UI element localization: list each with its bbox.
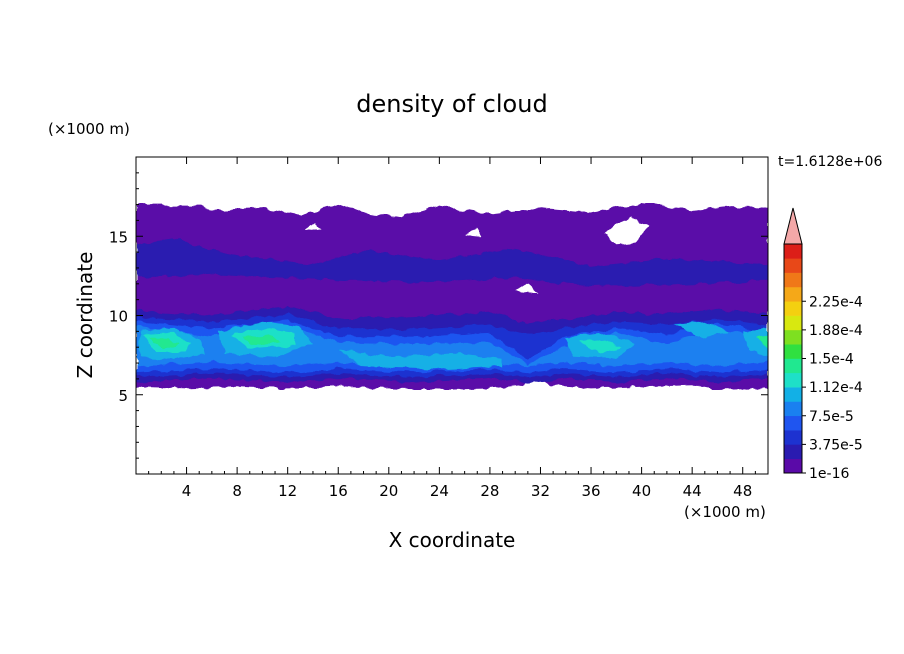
contour-band xyxy=(603,217,648,245)
colorbar-swatch xyxy=(784,329,802,345)
contour-band xyxy=(673,321,731,338)
x-tick-label: 20 xyxy=(379,482,398,500)
cloud-density-field xyxy=(136,203,768,390)
colorbar-swatch xyxy=(784,344,802,359)
y-tick-label: 5 xyxy=(118,387,128,405)
x-tick-label: 36 xyxy=(581,482,600,500)
y-unit-label: (×1000 m) xyxy=(48,120,130,138)
contour-band xyxy=(243,334,282,346)
contour-band xyxy=(515,283,538,294)
chart-title: density of cloud xyxy=(356,90,547,118)
colorbar-swatch xyxy=(784,430,802,445)
x-axis-label: X coordinate xyxy=(389,528,516,552)
contour-band xyxy=(464,228,483,237)
x-tick-label: 40 xyxy=(632,482,651,500)
contour-band xyxy=(136,239,768,287)
colorbar-swatch xyxy=(784,358,802,374)
colorbar-extend-triangle xyxy=(783,207,803,245)
x-tick-label: 16 xyxy=(329,482,348,500)
colorbar-swatch xyxy=(784,458,802,474)
x-axis-ticks: 4 8 12 16 20 24 28 32 36 40 44 48 xyxy=(148,157,756,500)
colorbar: 1e-16 3.75e-5 7.5e-5 1.12e-4 1.5e-4 1.88e-4 2.… xyxy=(783,207,863,482)
colorbar-swatch xyxy=(784,444,802,459)
colorbar-label: 1.12e-4 xyxy=(809,380,863,396)
colorbar-swatch xyxy=(784,387,802,402)
time-label: t=1.6128e+06 xyxy=(778,154,882,170)
x-tick-label: 48 xyxy=(733,482,752,500)
colorbar-label: 1e-16 xyxy=(809,466,849,482)
contour-band xyxy=(338,350,503,370)
colorbar-label: 1.88e-4 xyxy=(809,323,863,339)
x-unit-label: (×1000 m) xyxy=(684,503,766,521)
contour-band xyxy=(306,222,324,230)
contour-band xyxy=(148,337,181,349)
x-tick-label: 28 xyxy=(480,482,499,500)
colorbar-swatch xyxy=(784,301,802,316)
contour-band xyxy=(578,339,623,354)
x-tick-label: 4 xyxy=(182,482,192,500)
x-tick-label: 44 xyxy=(683,482,702,500)
x-tick-label: 12 xyxy=(278,482,297,500)
y-axis-ticks: 5 10 15 xyxy=(109,172,768,459)
colorbar-swatch xyxy=(784,272,802,288)
y-axis-label: Z coordinate xyxy=(73,252,97,379)
colorbar-swatch xyxy=(784,372,802,388)
contour-band xyxy=(755,336,768,348)
x-tick-label: 32 xyxy=(531,482,550,500)
colorbar-label: 3.75e-5 xyxy=(809,437,863,453)
contour-band xyxy=(742,328,768,357)
colorbar-swatch xyxy=(784,415,802,431)
colorbar-swatch xyxy=(784,401,802,417)
colorbar-swatch xyxy=(784,258,802,273)
y-tick-label: 10 xyxy=(109,308,128,326)
colorbar-label: 2.25e-4 xyxy=(809,294,863,310)
colorbar-label: 1.5e-4 xyxy=(809,352,854,368)
colorbar-swatch xyxy=(784,286,802,302)
x-tick-label: 8 xyxy=(232,482,242,500)
colorbar-swatch xyxy=(784,315,802,331)
colorbar-swatch xyxy=(784,244,802,259)
x-tick-label: 24 xyxy=(430,482,449,500)
y-tick-label: 15 xyxy=(109,228,128,246)
colorbar-label: 7.5e-5 xyxy=(809,409,854,425)
